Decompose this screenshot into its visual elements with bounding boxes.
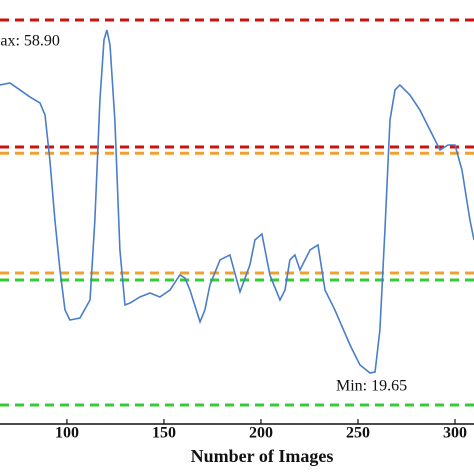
annotation: Min: 19.65: [336, 378, 407, 395]
x-axis-label: Number of Images: [191, 446, 334, 466]
x-tick-label: 100: [55, 425, 79, 442]
x-tick-label: 250: [346, 425, 370, 442]
x-tick-label: 150: [152, 425, 176, 442]
data-line: [0, 29, 474, 374]
x-tick-label: 200: [249, 425, 273, 442]
x-tick-label: 300: [443, 425, 467, 442]
annotation: Max: 58.90: [0, 33, 60, 50]
